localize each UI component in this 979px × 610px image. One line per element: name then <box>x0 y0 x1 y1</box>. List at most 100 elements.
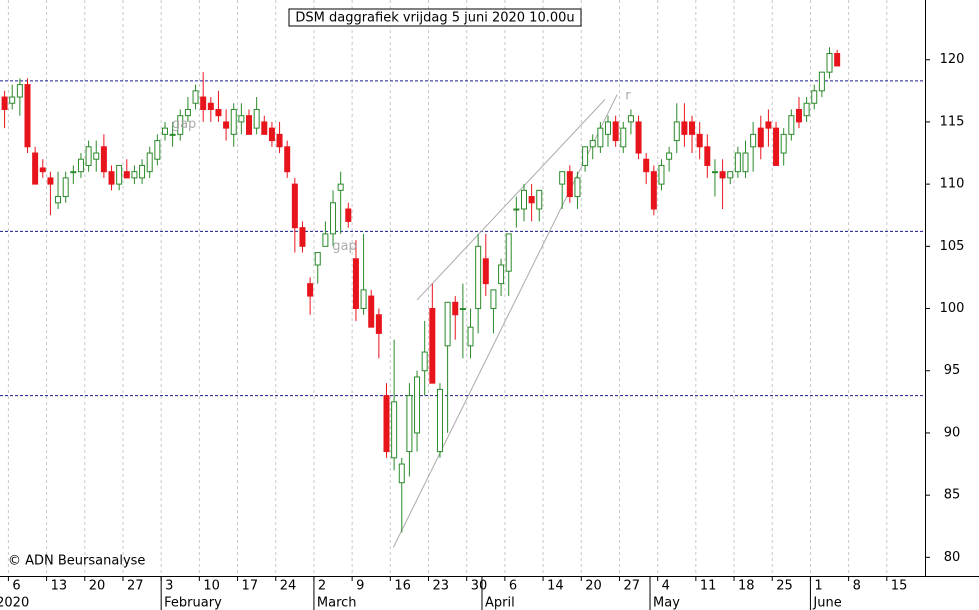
candle-body <box>818 71 825 92</box>
x-tick-label: 27 <box>127 579 144 594</box>
candle-body <box>811 90 818 104</box>
candle-body <box>200 96 207 110</box>
candle-body <box>605 121 612 135</box>
candle-body <box>444 301 451 347</box>
candle-body <box>77 158 84 173</box>
candle-body <box>589 140 596 148</box>
y-tick-label: 85 <box>944 488 961 503</box>
candle-body <box>582 146 589 166</box>
month-label: February <box>164 596 222 610</box>
candle-body <box>436 388 443 453</box>
y-tick-label: 110 <box>940 177 965 192</box>
candle-body <box>742 152 749 173</box>
candle-body <box>826 52 833 73</box>
candle-body <box>253 108 260 129</box>
candle-body <box>696 133 703 148</box>
x-tick-label: 15 <box>891 579 908 594</box>
candle-body <box>291 183 298 229</box>
candle-body <box>406 395 413 453</box>
candle-body <box>498 264 505 285</box>
candle-body <box>238 115 245 123</box>
chart-title: DSM daggrafiek vrijdag 5 juni 2020 10.00… <box>295 11 574 26</box>
candle-body <box>330 202 337 235</box>
month-label: 2020 <box>0 596 29 610</box>
candle-body <box>612 121 619 142</box>
month-label: June <box>812 596 841 610</box>
candle-body <box>566 171 573 198</box>
candle-body <box>620 127 627 148</box>
candle-body <box>513 208 520 211</box>
candle-body <box>666 152 673 160</box>
candle-body <box>658 164 665 185</box>
candle-body <box>757 127 764 148</box>
candle-body <box>9 96 16 104</box>
candle-body <box>276 133 283 148</box>
candle-body <box>528 196 535 204</box>
candle-body <box>192 90 199 104</box>
x-tick-label: 25 <box>776 579 793 594</box>
candle-body <box>161 127 168 135</box>
candle-body <box>574 177 581 198</box>
y-tick-label: 120 <box>940 52 965 67</box>
month-label: May <box>653 596 680 610</box>
x-tick-label: 27 <box>623 579 640 594</box>
candle-body <box>154 140 161 160</box>
candle-body <box>475 245 482 310</box>
candle-body <box>773 127 780 166</box>
x-tick-label: 8 <box>853 579 861 594</box>
title-box <box>288 8 582 27</box>
candle-body <box>62 177 69 198</box>
candle-body <box>116 164 123 185</box>
x-tick-label: 16 <box>394 579 411 594</box>
candle-body <box>689 121 696 135</box>
candle-body <box>391 401 398 459</box>
candle-body <box>123 171 130 179</box>
x-tick-label: 1 <box>814 579 822 594</box>
candle-body <box>559 171 566 185</box>
candle-body <box>452 301 459 316</box>
candle-body <box>780 133 787 154</box>
candle-body <box>375 314 382 334</box>
copyright: © ADN Beursanalyse <box>8 554 145 569</box>
candle-body <box>184 108 191 117</box>
y-tick-label: 80 <box>944 550 961 565</box>
candle-body <box>673 121 680 142</box>
candle-body <box>627 115 634 123</box>
candle-body <box>223 121 230 129</box>
x-tick-label: 13 <box>51 579 68 594</box>
month-label: March <box>317 596 357 610</box>
candle-body <box>482 258 489 285</box>
candle-body <box>681 121 688 135</box>
candle-body <box>146 152 153 173</box>
candle-body <box>719 171 726 179</box>
candle-body <box>765 121 772 129</box>
candle-body <box>230 108 237 135</box>
x-tick-label: 11 <box>700 579 717 594</box>
candle-body <box>834 52 841 67</box>
candle-body <box>47 177 54 185</box>
candle-body <box>635 121 642 154</box>
month-label: April <box>485 596 515 610</box>
x-tick-label: 6 <box>509 579 517 594</box>
candle-body <box>795 108 802 123</box>
x-tick-label: 6 <box>12 579 20 594</box>
annotation: gap <box>332 239 356 254</box>
x-tick-label: 24 <box>280 579 297 594</box>
candle-body <box>299 227 306 247</box>
x-tick-label: 17 <box>242 579 259 594</box>
candle-body <box>246 115 253 135</box>
candle-body <box>788 115 795 135</box>
x-tick-label: 10 <box>203 579 220 594</box>
y-tick-label: 115 <box>940 114 965 129</box>
candle-body <box>429 308 436 384</box>
annotation: r <box>625 88 631 103</box>
candle-body <box>459 308 466 311</box>
x-tick-label: 14 <box>547 579 564 594</box>
candle-body <box>139 164 146 179</box>
candle-body <box>421 351 428 372</box>
x-tick-label: 2 <box>318 579 326 594</box>
candle-body <box>1 96 8 110</box>
candle-body <box>108 171 115 185</box>
x-tick-label: 3 <box>165 579 173 594</box>
